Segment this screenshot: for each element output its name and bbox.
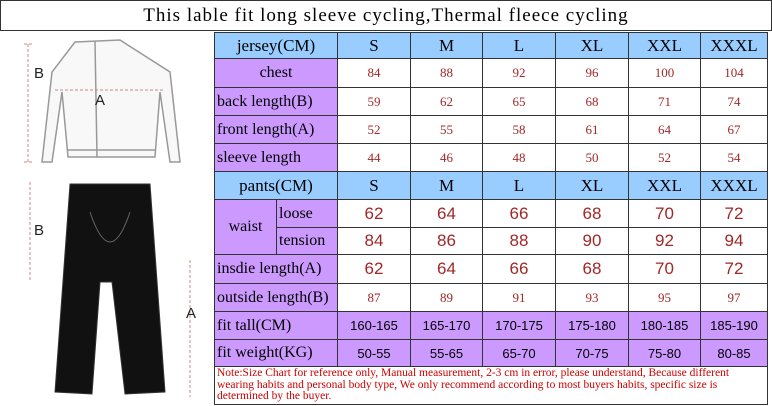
value-cell: 68 xyxy=(555,87,629,116)
value-cell: 80-85 xyxy=(700,339,768,367)
value-cell: 65-70 xyxy=(482,339,556,367)
value-cell: 55-65 xyxy=(410,339,483,367)
value-cell: 64 xyxy=(628,115,701,144)
value-cell: 96 xyxy=(555,58,629,88)
value-cell: 61 xyxy=(555,115,629,144)
value-cell: 46 xyxy=(410,143,483,172)
row-label: outside length(B) xyxy=(214,283,338,312)
header-cell: M xyxy=(410,171,483,200)
value-cell: 58 xyxy=(482,115,556,144)
header-cell: XXL xyxy=(628,32,701,59)
value-cell: 180-185 xyxy=(628,311,701,340)
note: Note:Size Chart for reference only, Manu… xyxy=(214,366,768,405)
row-label: insdie length(A) xyxy=(214,254,338,284)
value-cell: 84 xyxy=(337,227,411,255)
value-cell: 185-190 xyxy=(700,311,768,340)
value-cell: 97 xyxy=(700,283,768,312)
figure-label: A xyxy=(95,92,106,109)
value-cell: 68 xyxy=(555,254,629,284)
header-cell: XXL xyxy=(628,171,701,200)
header-cell: jersey(CM) xyxy=(214,32,338,59)
value-cell: 59 xyxy=(337,87,411,116)
value-cell: 67 xyxy=(700,115,768,144)
figure-label: B xyxy=(34,65,45,82)
header-cell: pants(CM) xyxy=(214,171,338,200)
value-cell: 86 xyxy=(410,227,483,255)
value-cell: 65 xyxy=(482,87,556,116)
value-cell: 93 xyxy=(555,283,629,312)
value-cell: 52 xyxy=(628,143,701,172)
figure-label: A xyxy=(186,305,197,322)
value-cell: 88 xyxy=(410,58,483,88)
header-cell: XL xyxy=(555,171,629,200)
row-label: front length(A) xyxy=(214,115,338,144)
value-cell: 55 xyxy=(410,115,483,144)
value-cell: 50-55 xyxy=(337,339,411,367)
row-label: fit tall(CM) xyxy=(214,311,338,340)
value-cell: 44 xyxy=(337,143,411,172)
value-cell: 71 xyxy=(628,87,701,116)
value-cell: 95 xyxy=(628,283,701,312)
header-cell: XL xyxy=(555,32,629,59)
value-cell: 160-165 xyxy=(337,311,411,340)
value-cell: 87 xyxy=(337,283,411,312)
value-cell: 92 xyxy=(482,58,556,88)
value-cell: 52 xyxy=(337,115,411,144)
value-cell: 70 xyxy=(628,199,701,228)
header-cell: S xyxy=(337,32,411,59)
header-cell: L xyxy=(482,171,556,200)
value-cell: 84 xyxy=(337,58,411,88)
value-cell: 66 xyxy=(482,199,556,228)
value-cell: 70-75 xyxy=(555,339,629,367)
figure-label: B xyxy=(34,222,45,239)
value-cell: 104 xyxy=(700,58,768,88)
value-cell: 89 xyxy=(410,283,483,312)
value-cell: 66 xyxy=(482,254,556,284)
value-cell: 100 xyxy=(628,58,701,88)
value-cell: 90 xyxy=(555,227,629,255)
row-label: tension xyxy=(276,227,338,255)
value-cell: 64 xyxy=(410,254,483,284)
value-cell: 75-80 xyxy=(628,339,701,367)
value-cell: 74 xyxy=(700,87,768,116)
value-cell: 72 xyxy=(700,254,768,284)
header-cell: XXXL xyxy=(700,171,768,200)
row-label: waist xyxy=(214,199,277,255)
row-label: sleeve length xyxy=(214,143,338,172)
title: This lable fit long sleeve cycling,Therm… xyxy=(0,0,772,31)
value-cell: 48 xyxy=(482,143,556,172)
value-cell: 88 xyxy=(482,227,556,255)
value-cell: 62 xyxy=(337,254,411,284)
header-cell: S xyxy=(337,171,411,200)
value-cell: 72 xyxy=(700,199,768,228)
value-cell: 64 xyxy=(410,199,483,228)
value-cell: 50 xyxy=(555,143,629,172)
value-cell: 54 xyxy=(700,143,768,172)
header-cell: XXXL xyxy=(700,32,768,59)
value-cell: 175-180 xyxy=(555,311,629,340)
value-cell: 62 xyxy=(410,87,483,116)
value-cell: 62 xyxy=(337,199,411,228)
value-cell: 170-175 xyxy=(482,311,556,340)
header-cell: L xyxy=(482,32,556,59)
value-cell: 92 xyxy=(628,227,701,255)
row-label: chest xyxy=(214,58,338,88)
value-cell: 91 xyxy=(482,283,556,312)
value-cell: 165-170 xyxy=(410,311,483,340)
row-label: fit weight(KG) xyxy=(214,339,338,367)
value-cell: 94 xyxy=(700,227,768,255)
value-cell: 70 xyxy=(628,254,701,284)
value-cell: 68 xyxy=(555,199,629,228)
row-label: back length(B) xyxy=(214,87,338,116)
row-label: loose xyxy=(276,199,338,228)
garment-figures xyxy=(24,39,191,397)
header-cell: M xyxy=(410,32,483,59)
